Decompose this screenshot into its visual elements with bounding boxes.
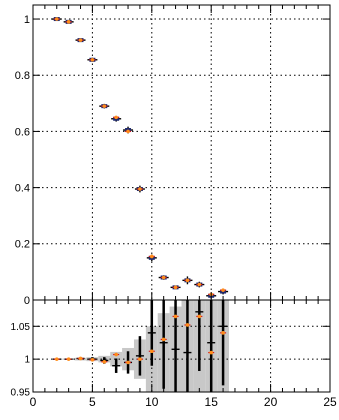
orange-point-marker <box>197 282 202 287</box>
y-tick-label: 0.6 <box>15 126 30 138</box>
y-tick-label: 0.95 <box>11 388 31 399</box>
orange-point-marker <box>126 129 130 134</box>
orange-point-marker <box>209 350 213 355</box>
orange-point-marker <box>114 115 118 120</box>
orange-point-marker <box>138 357 142 361</box>
x-tick-label: 5 <box>89 395 96 409</box>
ratio-panel: 0.95 1 1.05 0 5 10 15 20 25 <box>11 299 337 409</box>
y-tick-label: 1 <box>24 355 30 366</box>
x-tick-label: 25 <box>323 395 337 409</box>
orange-point-marker <box>114 352 118 357</box>
orange-point-marker <box>197 314 202 319</box>
ratio-frame <box>32 299 331 393</box>
x-tick-label: 15 <box>205 395 219 409</box>
main-panel: 0 0.2 0.4 0.6 0.8 1 <box>15 4 331 307</box>
orange-point-marker <box>150 254 154 259</box>
x-tick-label: 0 <box>30 395 37 409</box>
y-tick-label: 1.05 <box>11 322 31 333</box>
orange-point-marker <box>173 314 178 319</box>
orange-point-marker <box>185 323 190 327</box>
orange-point-marker <box>138 187 142 191</box>
orange-point-marker <box>161 275 166 280</box>
y-tick-label: 0.4 <box>15 182 30 194</box>
orange-point-marker <box>161 337 166 342</box>
orange-point-marker <box>221 331 225 335</box>
x-tick-label: 20 <box>264 395 278 409</box>
orange-point-marker <box>221 288 225 292</box>
orange-point-marker <box>102 104 107 108</box>
orange-point-marker <box>66 357 71 361</box>
orange-point-marker <box>173 285 178 290</box>
orange-point-marker <box>54 17 59 21</box>
orange-point-marker <box>126 360 130 365</box>
y-tick-label: 1 <box>24 14 30 26</box>
y-tick-label: 0.8 <box>15 70 30 82</box>
main-plot-area <box>33 5 330 300</box>
y-tick-label: 0 <box>24 295 30 307</box>
orange-point-marker <box>90 57 95 62</box>
orange-point-marker <box>78 38 83 42</box>
orange-point-marker <box>54 357 59 361</box>
x-tick-label: 10 <box>145 395 159 409</box>
orange-point-marker <box>78 356 83 361</box>
orange-point-marker <box>102 359 107 364</box>
orange-point-marker <box>90 358 95 362</box>
orange-point-marker <box>66 20 71 24</box>
orange-point-marker <box>150 349 154 354</box>
y-tick-label: 0.2 <box>15 239 30 251</box>
orange-point-marker <box>185 278 190 283</box>
